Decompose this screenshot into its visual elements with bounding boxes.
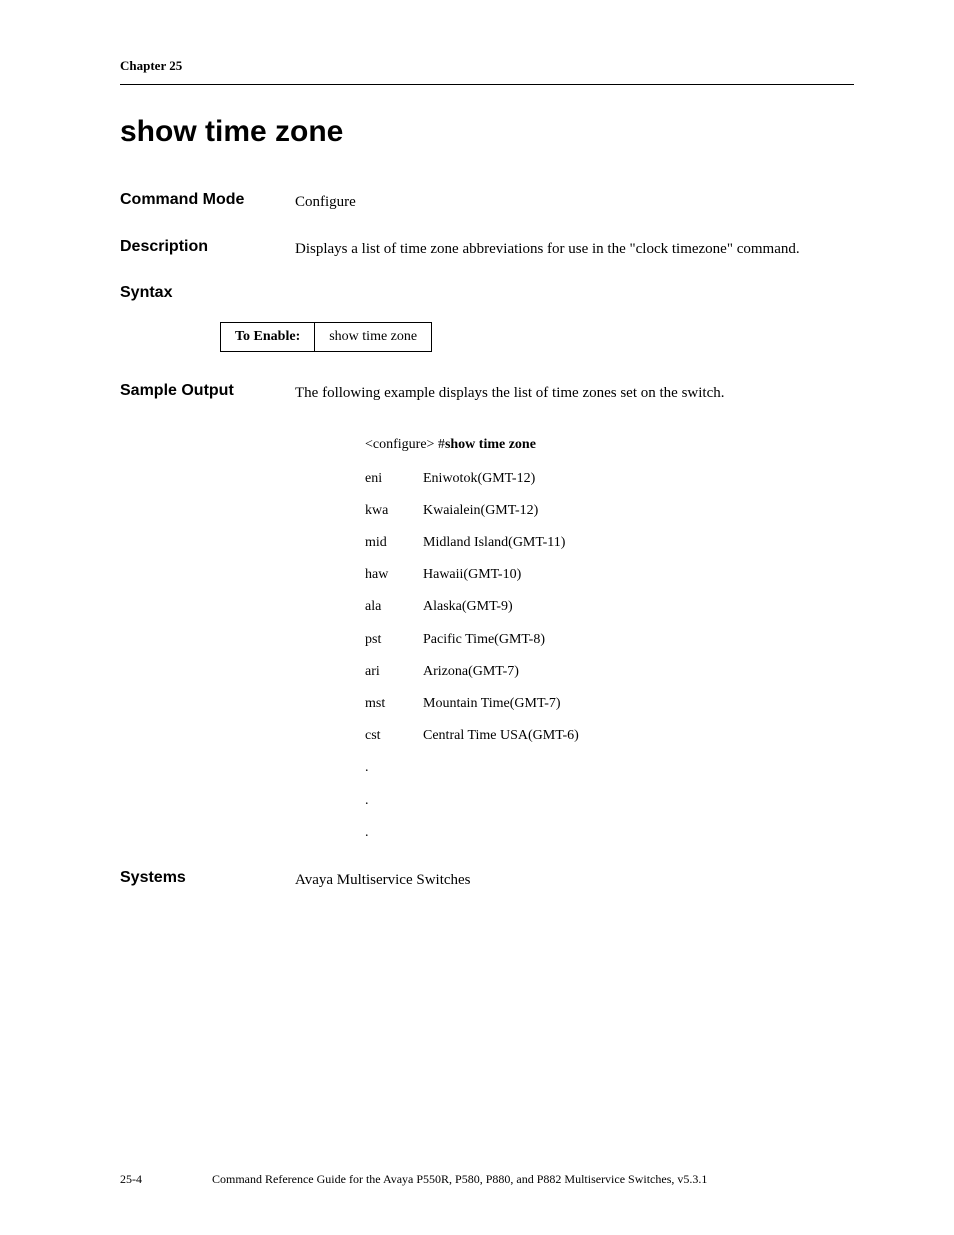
command-mode-row: Command Mode Configure	[120, 191, 854, 214]
timezone-desc: Mountain Time(GMT-7)	[423, 688, 561, 720]
systems-value: Avaya Multiservice Switches	[295, 869, 854, 892]
timezone-code: mst	[365, 688, 423, 720]
description-row: Description Displays a list of time zone…	[120, 238, 854, 261]
page-title: show time zone	[120, 115, 854, 149]
syntax-table: To Enable: show time zone	[220, 322, 432, 352]
command-mode-label: Command Mode	[120, 191, 295, 214]
continuation-dot: .	[365, 752, 854, 784]
output-prompt: <configure> #show time zone	[365, 429, 854, 461]
timezone-list: eniEniwotok(GMT-12)kwaKwaialein(GMT-12)m…	[365, 463, 854, 753]
prompt-prefix: <configure> #	[365, 437, 445, 452]
timezone-desc: Central Time USA(GMT-6)	[423, 720, 579, 752]
sample-output-row: Sample Output The following example disp…	[120, 382, 854, 405]
timezone-code: mid	[365, 527, 423, 559]
timezone-code: eni	[365, 463, 423, 495]
timezone-desc: Alaska(GMT-9)	[423, 591, 513, 623]
timezone-row: eniEniwotok(GMT-12)	[365, 463, 854, 495]
timezone-row: mstMountain Time(GMT-7)	[365, 688, 854, 720]
timezone-desc: Hawaii(GMT-10)	[423, 559, 521, 591]
output-block: <configure> #show time zone eniEniwotok(…	[365, 429, 854, 849]
timezone-row: hawHawaii(GMT-10)	[365, 559, 854, 591]
timezone-row: ariArizona(GMT-7)	[365, 656, 854, 688]
footer-page-number: 25-4	[120, 1172, 212, 1187]
dots-list: ...	[365, 752, 854, 849]
timezone-code: pst	[365, 624, 423, 656]
command-mode-value: Configure	[295, 191, 854, 214]
sample-output-label: Sample Output	[120, 382, 295, 405]
syntax-section: Syntax To Enable: show time zone	[120, 284, 854, 352]
description-label: Description	[120, 238, 295, 261]
timezone-code: ala	[365, 591, 423, 623]
continuation-dot: .	[365, 817, 854, 849]
timezone-code: haw	[365, 559, 423, 591]
to-enable-label: To Enable:	[221, 323, 315, 352]
timezone-code: cst	[365, 720, 423, 752]
timezone-desc: Midland Island(GMT-11)	[423, 527, 565, 559]
sample-output-intro: The following example displays the list …	[295, 382, 854, 405]
timezone-row: alaAlaska(GMT-9)	[365, 591, 854, 623]
syntax-label: Syntax	[120, 284, 854, 302]
systems-row: Systems Avaya Multiservice Switches	[120, 869, 854, 892]
timezone-row: cstCentral Time USA(GMT-6)	[365, 720, 854, 752]
header-rule	[120, 84, 854, 85]
timezone-code: kwa	[365, 495, 423, 527]
chapter-header: Chapter 25	[120, 58, 854, 74]
timezone-desc: Pacific Time(GMT-8)	[423, 624, 545, 656]
timezone-row: pstPacific Time(GMT-8)	[365, 624, 854, 656]
timezone-row: midMidland Island(GMT-11)	[365, 527, 854, 559]
timezone-row: kwaKwaialein(GMT-12)	[365, 495, 854, 527]
to-enable-value: show time zone	[315, 323, 432, 352]
footer-text: Command Reference Guide for the Avaya P5…	[212, 1172, 854, 1187]
continuation-dot: .	[365, 785, 854, 817]
timezone-desc: Arizona(GMT-7)	[423, 656, 519, 688]
prompt-command: show time zone	[445, 437, 536, 452]
description-value: Displays a list of time zone abbreviatio…	[295, 238, 854, 261]
footer: 25-4 Command Reference Guide for the Ava…	[120, 1172, 854, 1187]
timezone-desc: Eniwotok(GMT-12)	[423, 463, 535, 495]
timezone-desc: Kwaialein(GMT-12)	[423, 495, 538, 527]
timezone-code: ari	[365, 656, 423, 688]
systems-label: Systems	[120, 869, 295, 892]
